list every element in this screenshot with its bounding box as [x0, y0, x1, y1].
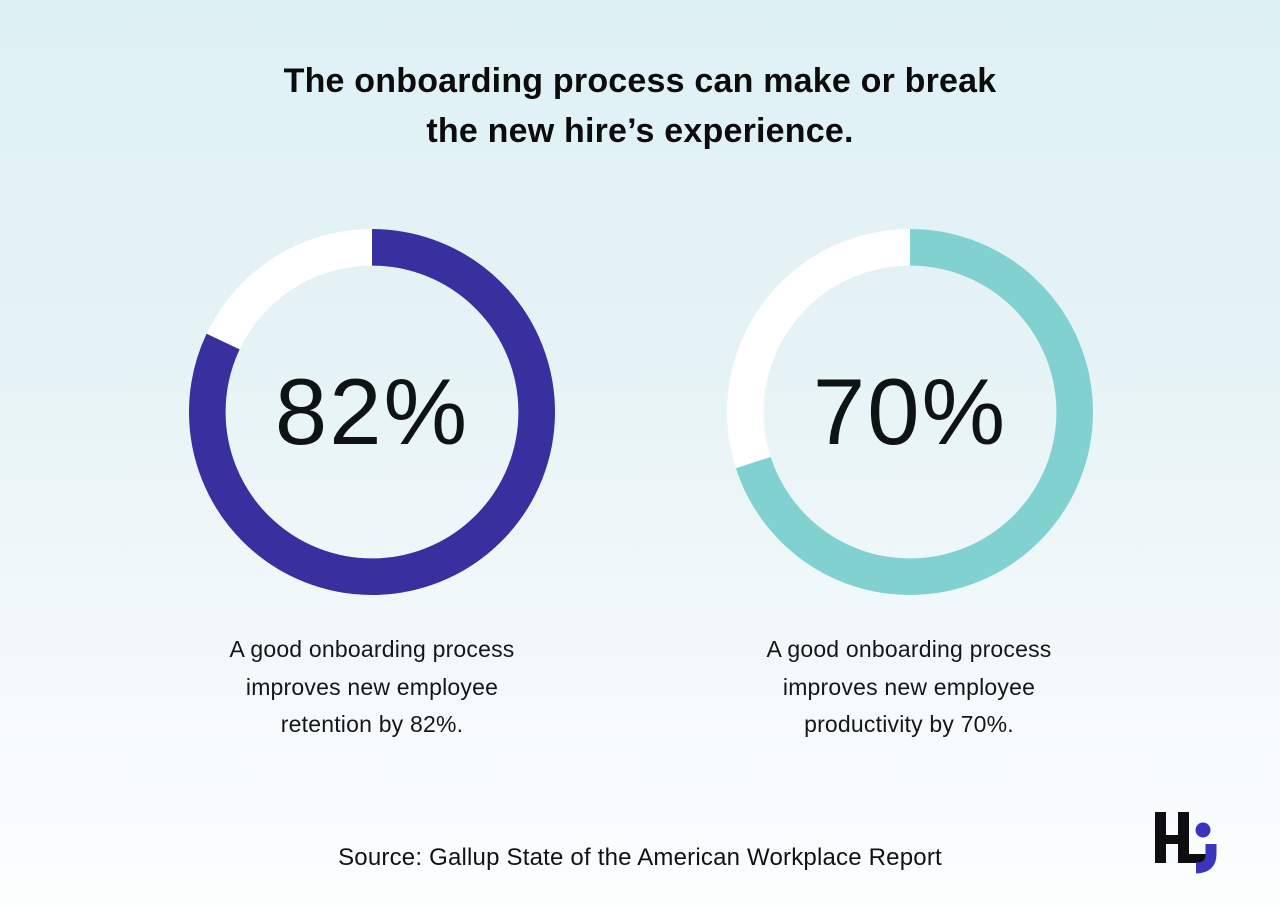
- logo-semicolon: [1195, 822, 1217, 874]
- caption-productivity: A good onboarding process improves new e…: [679, 631, 1139, 744]
- caption-productivity-line-3: productivity by 70%.: [804, 711, 1014, 737]
- brand-logo: [1155, 812, 1217, 874]
- caption-retention-line-2: improves new employee: [245, 673, 499, 700]
- page-title-line-1: The onboarding process can make or break: [283, 62, 997, 100]
- caption-productivity-line-2: improves new employee: [782, 673, 1036, 700]
- donut-ring-retention: [189, 229, 555, 595]
- caption-retention-line-3: retention by 82%.: [280, 711, 464, 737]
- logo-hl-letters: [1155, 812, 1208, 863]
- donut-chart-productivity: 70%: [727, 229, 1093, 595]
- caption-retention-line-1: A good onboarding process: [229, 636, 515, 662]
- donut-arc: [189, 229, 555, 595]
- page-title-line-2: the new hire’s experience.: [426, 112, 854, 150]
- caption-productivity-line-1: A good onboarding process: [766, 636, 1052, 662]
- page-title: The onboarding process can make or break…: [0, 56, 1280, 156]
- donut-ring-productivity: [727, 229, 1093, 595]
- donut-arc: [727, 229, 1093, 595]
- source-attribution: Source: Gallup State of the American Wor…: [338, 844, 942, 871]
- donut-value-productivity: 70%: [812, 359, 1008, 464]
- donut-value-retention: 82%: [274, 359, 470, 464]
- donut-chart-retention: 82%: [189, 229, 555, 595]
- caption-retention: A good onboarding process improves new e…: [142, 631, 602, 744]
